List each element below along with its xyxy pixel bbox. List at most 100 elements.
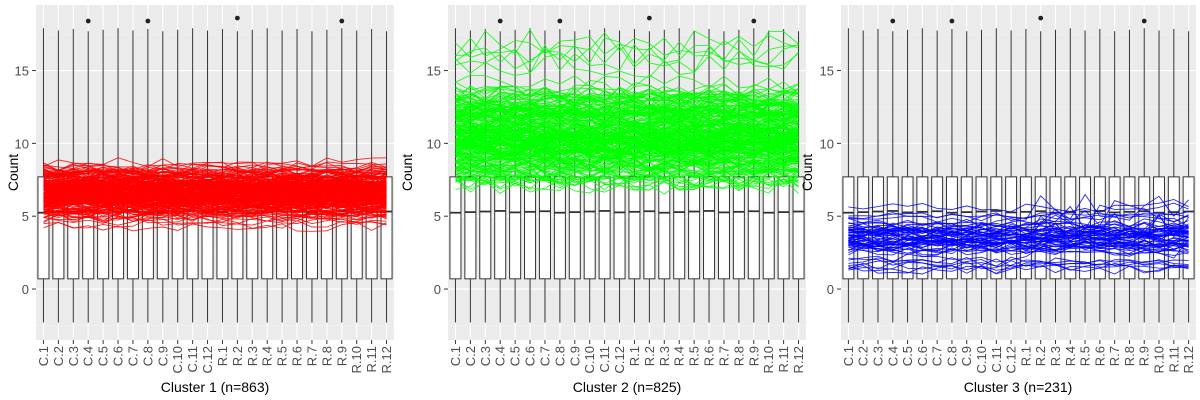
x-tick-label: R.2: [642, 346, 657, 366]
y-tick-label: 0: [22, 282, 29, 297]
x-tick-label: R.7: [1107, 346, 1122, 366]
profile-line: [43, 161, 387, 172]
x-tick-label: R.7: [305, 346, 320, 366]
profile-line: [43, 210, 387, 221]
x-tick-label: C.10: [974, 346, 989, 373]
profile-line: [455, 40, 799, 70]
x-tick-label: R.10: [761, 346, 776, 373]
profile-line: [43, 207, 387, 219]
box: [509, 176, 522, 280]
profile-line: [455, 175, 799, 191]
x-tick-label: C.1: [36, 346, 51, 366]
profile-line: [43, 199, 387, 209]
y-tick-label: 15: [820, 64, 834, 79]
y-tick-label: 0: [827, 282, 834, 297]
x-tick-label: C.3: [66, 346, 81, 366]
box: [553, 176, 566, 280]
outlier-point: [497, 18, 503, 24]
profile-line: [43, 194, 387, 204]
box: [658, 176, 671, 280]
x-axis-title: Cluster 1 (n=863): [161, 379, 270, 395]
y-axis-title: Count: [799, 154, 815, 191]
profile-lines: [43, 157, 387, 232]
profile-line: [455, 99, 799, 117]
x-tick-label: R.12: [791, 346, 806, 373]
box: [538, 176, 551, 280]
profile-line: [455, 29, 799, 57]
profile-line: [848, 257, 1189, 268]
profile-line: [455, 105, 799, 122]
x-tick-label: C.4: [493, 346, 508, 366]
profile-line: [848, 218, 1189, 229]
profile-line: [848, 212, 1189, 222]
profile-line: [455, 123, 799, 142]
x-tick-label: C.9: [959, 346, 974, 366]
outlier-point: [1141, 18, 1147, 24]
outlier-point: [557, 18, 563, 24]
x-tick-label: C.1: [448, 346, 463, 366]
box: [762, 176, 775, 280]
profile-line: [455, 124, 799, 141]
x-tick-label: R.3: [657, 346, 672, 366]
profile-line: [848, 234, 1189, 245]
x-tick-label: C.12: [612, 346, 627, 373]
box: [732, 176, 745, 280]
box: [673, 176, 686, 280]
x-tick-label: R.9: [1137, 346, 1152, 366]
x-tick-label: R.3: [1048, 346, 1063, 366]
y-tick-label: 5: [22, 209, 29, 224]
profile-line: [43, 212, 387, 222]
profile-line: [455, 177, 799, 194]
x-tick-label: C.7: [126, 346, 141, 366]
profile-line: [455, 121, 799, 139]
profile-line: [455, 157, 799, 175]
profile-line: [43, 189, 387, 200]
profile-line: [455, 119, 799, 136]
profile-line: [848, 226, 1189, 237]
profile-line: [43, 165, 387, 176]
x-tick-label: R.8: [319, 346, 334, 366]
x-axis-title: Cluster 3 (n=231): [964, 379, 1073, 395]
box: [449, 176, 462, 280]
outlier-point: [646, 15, 652, 21]
profile-line: [848, 239, 1189, 248]
x-tick-label: C.6: [111, 346, 126, 366]
x-tick-label: R.8: [731, 346, 746, 366]
profile-line: [455, 171, 799, 189]
x-tick-label: R.5: [1078, 346, 1093, 366]
profile-line: [43, 168, 387, 179]
profile-line: [455, 74, 799, 91]
profile-line: [455, 37, 799, 65]
profile-line: [455, 121, 799, 139]
profile-line: [848, 239, 1189, 250]
x-tick-label: C.5: [96, 346, 111, 366]
x-tick-label: C.6: [523, 346, 538, 366]
x-tick-label: C.7: [538, 346, 553, 366]
profile-line: [455, 93, 799, 107]
profile-line: [455, 177, 799, 195]
profile-line: [43, 212, 387, 223]
box: [777, 176, 790, 280]
profile-line: [455, 31, 799, 61]
profile-line: [848, 193, 1189, 227]
outlier-point: [1038, 15, 1044, 21]
x-tick-label: R.10: [349, 346, 364, 373]
x-tick-label: C.8: [944, 346, 959, 366]
profile-line: [455, 151, 799, 169]
profile-line: [455, 157, 799, 174]
profile-line: [455, 140, 799, 157]
profile-line: [455, 93, 799, 110]
profile-line: [43, 182, 387, 193]
x-tick-label: R.7: [717, 346, 732, 366]
x-tick-label: R.11: [776, 346, 791, 373]
box: [688, 176, 701, 280]
profile-line: [43, 168, 387, 178]
x-tick-label: C.9: [155, 346, 170, 366]
y-axis-title: Count: [5, 154, 21, 191]
profile-line: [455, 139, 799, 156]
x-tick-label: C.3: [871, 346, 886, 366]
x-tick-label: R.1: [1018, 346, 1033, 366]
profile-line: [455, 156, 799, 172]
y-axis-title: Count: [399, 154, 415, 191]
